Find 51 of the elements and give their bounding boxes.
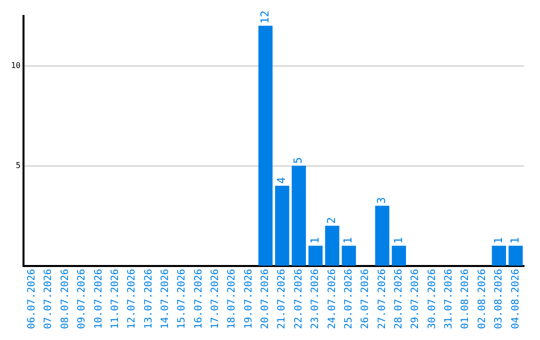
data-label: 1: [392, 237, 405, 244]
x-tick-label: 10.07.2026: [93, 268, 104, 330]
x-tick-label: 04.08.2026: [510, 268, 522, 330]
data-label: 5: [292, 157, 305, 164]
x-tick-label: 13.07.2026: [143, 268, 154, 330]
bar: [258, 26, 273, 266]
bar: [308, 246, 323, 266]
bar: [492, 246, 506, 266]
x-tick-label: 07.07.2026: [43, 268, 54, 330]
x-tick-label: 12.07.2026: [126, 268, 138, 330]
bar: [275, 186, 290, 266]
data-label: 1: [308, 237, 322, 244]
data-label: 1: [342, 237, 355, 244]
x-tick-label: 29.07.2026: [410, 268, 422, 330]
bar: [375, 206, 390, 266]
x-tick-label: 27.07.2026: [376, 268, 388, 330]
x-tick-label: 20.07.2026: [260, 268, 272, 330]
x-tick-label: 24.07.2026: [326, 268, 338, 330]
x-tick-label: 23.07.2026: [310, 268, 322, 330]
bar: [325, 226, 340, 266]
data-label: 3: [375, 197, 388, 204]
x-tick-label: 01.08.2026: [460, 268, 472, 330]
data-label: 2: [325, 217, 338, 224]
x-tick-label: 06.07.2026: [26, 268, 38, 330]
x-tick-label: 28.07.2026: [394, 268, 404, 330]
x-tick-label: 09.07.2026: [76, 268, 88, 330]
x-tick-label: 21.07.2026: [276, 268, 288, 330]
x-tick-label: 30.07.2026: [426, 268, 438, 330]
x-tick-label: 02.08.2026: [476, 268, 488, 330]
x-tick-label: 15.07.2026: [176, 268, 188, 330]
x-tick-label: 16.07.2026: [193, 268, 204, 330]
x-tick-label: 14.07.2026: [160, 268, 171, 330]
x-tick-label: 31.07.2026: [444, 268, 455, 330]
x-tick-label: 18.07.2026: [226, 268, 238, 330]
data-label: 1: [492, 237, 505, 244]
x-tick-label: 17.07.2026: [210, 268, 222, 330]
bar: [292, 166, 306, 266]
bar: [508, 246, 523, 266]
x-tick-label: 25.07.2026: [343, 268, 354, 330]
data-label: 4: [275, 176, 288, 184]
data-label: 1: [508, 237, 522, 244]
data-label: 12: [258, 10, 272, 24]
y-tick-label: 10: [10, 60, 21, 70]
x-tick-label: 19.07.2026: [243, 268, 254, 330]
bar: [342, 246, 356, 266]
x-tick-label: 08.07.2026: [60, 268, 71, 330]
x-tick-label: 22.07.2026: [293, 268, 304, 330]
bar: [392, 246, 406, 266]
x-tick-label: 11.07.2026: [110, 268, 121, 330]
x-tick-label: 26.07.2026: [360, 268, 372, 330]
x-tick-label: 03.08.2026: [494, 268, 505, 330]
